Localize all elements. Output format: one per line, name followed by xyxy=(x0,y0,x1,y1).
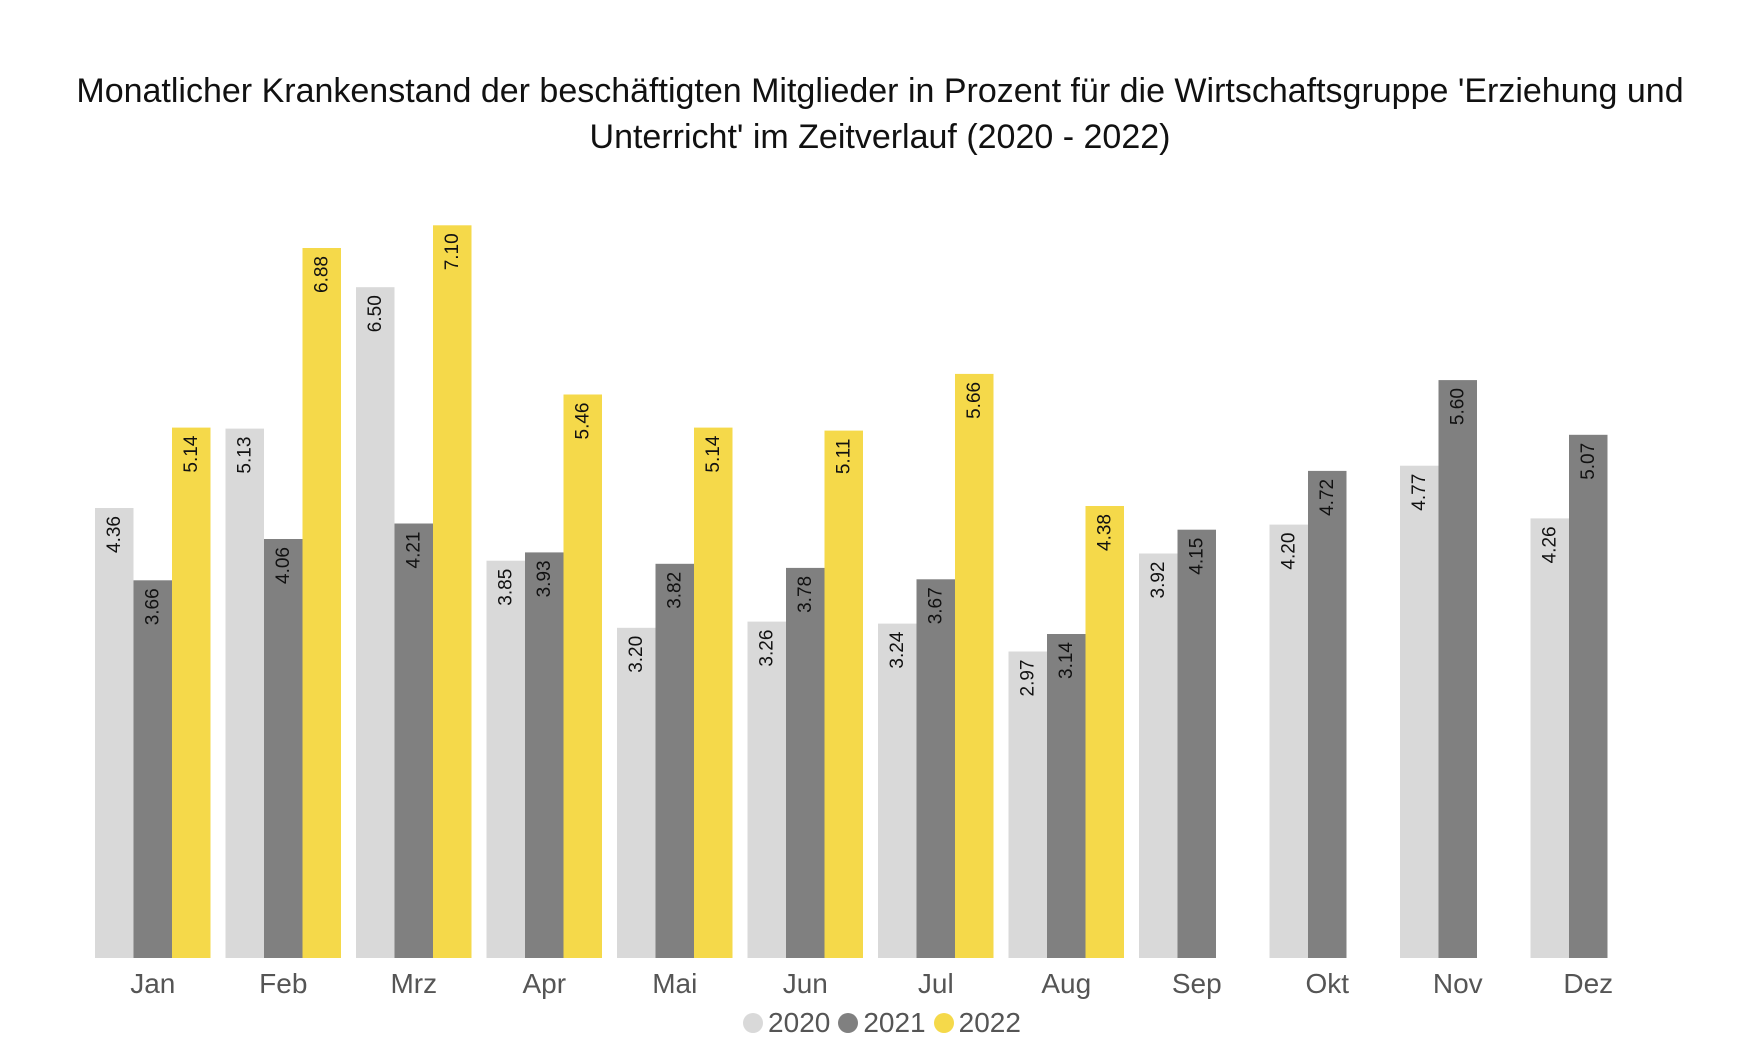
bar-2021-apr xyxy=(525,552,564,958)
data-labels-layer: 4.36 3.66 5.14 5.13 4.06 6.88 6.50 4.21 7.10 3.85… xyxy=(104,233,1599,696)
bar-2021-sep xyxy=(1177,529,1216,958)
bar-2020-okt xyxy=(1269,524,1308,958)
data-label-2022-jan: 5.14 xyxy=(181,435,202,472)
bar-2022-jan xyxy=(172,427,211,959)
bar-2022-apr xyxy=(563,394,602,958)
bar-2020-feb xyxy=(225,428,264,959)
data-label-2021-mai: 3.82 xyxy=(664,572,685,609)
x-tick-label-apr: Apr xyxy=(523,968,567,999)
legend-swatch-2020 xyxy=(743,1013,764,1033)
x-tick-label-jul: Jul xyxy=(918,968,954,999)
bar-2020-jan xyxy=(95,508,134,958)
bar-2020-jun xyxy=(747,621,786,958)
data-label-2021-aug: 3.14 xyxy=(1056,642,1077,679)
data-label-2022-apr: 5.46 xyxy=(572,403,593,440)
bar-2022-mai xyxy=(694,427,733,959)
bar-2020-apr xyxy=(486,560,525,958)
data-label-2020-feb: 5.13 xyxy=(234,437,255,474)
legend-label-2021: 2021 xyxy=(863,1007,926,1038)
data-label-2021-apr: 3.93 xyxy=(534,560,555,597)
data-label-2020-dez: 4.26 xyxy=(1539,526,1560,563)
x-tick-label-dez: Dez xyxy=(1563,968,1613,999)
data-label-2021-jul: 3.67 xyxy=(925,587,946,624)
data-label-2021-feb: 4.06 xyxy=(273,547,294,584)
chart-title: Monatlicher Krankenstand der beschäftigt… xyxy=(76,72,1684,156)
data-label-2021-jan: 3.66 xyxy=(142,588,163,625)
bar-2021-dez xyxy=(1569,434,1608,958)
data-label-2021-jun: 3.78 xyxy=(795,576,816,613)
bar-2020-dez xyxy=(1530,518,1569,958)
bar-2022-feb xyxy=(302,248,341,958)
data-label-2020-aug: 2.97 xyxy=(1017,660,1038,697)
data-label-2020-mrz: 6.50 xyxy=(365,295,386,332)
data-label-2021-okt: 4.72 xyxy=(1317,479,1338,516)
bar-2022-jul xyxy=(955,373,994,958)
data-label-2020-sep: 3.92 xyxy=(1148,562,1169,599)
x-tick-label-mai: Mai xyxy=(652,968,697,999)
bar-2020-mrz xyxy=(356,287,395,958)
legend-item-2021: 2021 xyxy=(838,1007,926,1038)
bars-layer xyxy=(95,225,1608,959)
bar-2021-aug xyxy=(1047,634,1086,958)
legend-item-2020: 2020 xyxy=(743,1008,830,1038)
data-label-2022-aug: 4.38 xyxy=(1094,514,1115,551)
legend-label-2022: 2022 xyxy=(958,1007,1021,1038)
data-label-2021-nov: 5.60 xyxy=(1447,388,1468,425)
bar-2022-aug xyxy=(1085,506,1124,958)
bar-2020-aug xyxy=(1008,651,1047,958)
legend-swatch-2021 xyxy=(838,1013,859,1033)
bar-2021-okt xyxy=(1308,470,1347,958)
legend: 2020 2021 2022 xyxy=(0,1008,1764,1039)
data-label-2020-jan: 4.36 xyxy=(104,516,125,553)
data-label-2020-mai: 3.20 xyxy=(626,636,647,673)
bar-2021-mrz xyxy=(394,523,433,958)
legend-swatch-2022 xyxy=(933,1013,954,1033)
bar-2021-jan xyxy=(133,580,172,958)
bar-2020-jul xyxy=(878,623,917,958)
bar-2021-jul xyxy=(916,579,955,958)
x-axis: Jan Feb Mrz Apr Mai Jun Jul Aug Sep Okt Nov Dez xyxy=(130,968,1613,999)
x-tick-label-nov: Nov xyxy=(1433,968,1483,999)
bar-2021-jun xyxy=(786,567,825,958)
x-tick-label-feb: Feb xyxy=(259,968,307,999)
bar-2021-feb xyxy=(264,539,303,958)
data-label-2021-mrz: 4.21 xyxy=(403,532,424,569)
x-tick-label-sep: Sep xyxy=(1172,968,1222,999)
bar-chart: 4.36 3.66 5.14 5.13 4.06 6.88 6.50 4.21 7.10 3.85… xyxy=(95,225,1613,999)
data-label-2020-nov: 4.77 xyxy=(1409,474,1430,511)
data-label-2020-apr: 3.85 xyxy=(495,569,516,606)
bar-2022-jun xyxy=(824,430,863,959)
data-label-2020-okt: 4.20 xyxy=(1278,533,1299,570)
data-label-2020-jul: 3.24 xyxy=(887,631,908,668)
bar-2020-mai xyxy=(617,627,656,958)
legend-item-2022: 2022 xyxy=(933,1007,1021,1038)
data-label-2022-jun: 5.11 xyxy=(833,439,854,475)
data-label-2021-dez: 5.07 xyxy=(1578,443,1599,480)
bar-2022-mrz xyxy=(433,225,472,959)
bar-2020-sep xyxy=(1139,553,1178,958)
x-tick-label-aug: Aug xyxy=(1041,968,1091,999)
x-tick-label-mrz: Mrz xyxy=(390,968,437,999)
data-label-2022-feb: 6.88 xyxy=(311,256,332,293)
data-label-2020-jun: 3.26 xyxy=(756,630,777,667)
x-tick-label-jan: Jan xyxy=(130,968,175,999)
x-tick-label-jun: Jun xyxy=(783,968,828,999)
data-label-2021-sep: 4.15 xyxy=(1186,538,1207,575)
bar-2020-nov xyxy=(1400,465,1439,958)
data-label-2022-mai: 5.14 xyxy=(703,435,724,472)
data-label-2022-jul: 5.66 xyxy=(964,382,985,419)
legend-label-2020: 2020 xyxy=(768,1007,831,1038)
data-label-2022-mrz: 7.10 xyxy=(442,233,463,270)
bar-2021-nov xyxy=(1438,380,1477,959)
bar-2021-mai xyxy=(655,563,694,958)
x-tick-label-okt: Okt xyxy=(1306,968,1350,999)
